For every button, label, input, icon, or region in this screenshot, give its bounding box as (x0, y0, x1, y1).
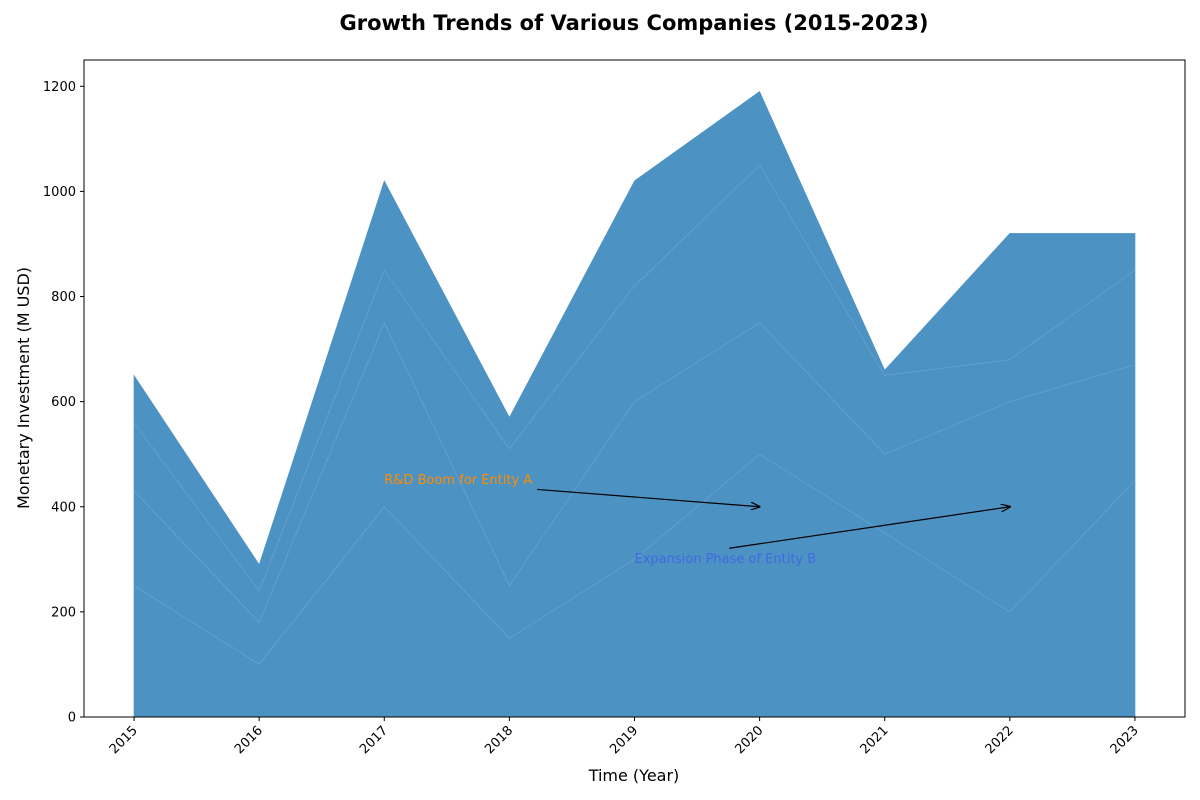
chart-title: Growth Trends of Various Companies (2015… (340, 11, 929, 35)
x-tick-label: 2020 (732, 723, 766, 757)
x-tick-label: 2015 (107, 723, 141, 757)
layer-boundary-1 (133, 453, 1136, 665)
layer-boundary-3 (133, 164, 1136, 592)
x-tick-label: 2022 (983, 723, 1017, 757)
x-tick-label: 2021 (858, 723, 892, 757)
x-tick-label: 2017 (357, 723, 391, 757)
plot-area: 0 200 400 600 800 1000 1200 2015 2016 2017 2018 201… (43, 59, 1186, 757)
y-tick-label: 200 (51, 605, 76, 620)
x-tick-label: 2016 (232, 723, 266, 757)
y-tick-label: 400 (51, 500, 76, 515)
x-tick-label: 2019 (607, 723, 641, 757)
x-tick-label: 2023 (1108, 723, 1142, 757)
x-tick-label: 2018 (482, 723, 516, 757)
y-tick-label: 600 (51, 395, 76, 410)
annotation-arrow-2 (729, 507, 1009, 549)
annotation-arrow-1 (537, 488, 759, 506)
y-tick-label: 0 (68, 711, 76, 726)
y-axis-label: Monetary Investment (M USD) (14, 267, 33, 509)
y-tick-label: 1200 (43, 80, 76, 95)
y-tick-label: 800 (51, 290, 76, 305)
layer-boundary-2 (133, 321, 1136, 624)
x-axis-label: Time (Year) (588, 766, 680, 785)
annotation-text-2: Expansion Phase of Entity B (635, 552, 817, 567)
y-tick-label: 1000 (43, 185, 76, 200)
annotation-text-1: R&D Boom for Entity A (384, 473, 532, 488)
